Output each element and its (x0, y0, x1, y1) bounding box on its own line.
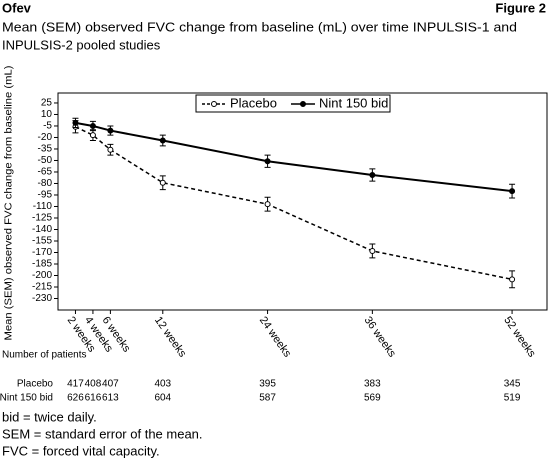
table-cell: 616 (85, 393, 102, 404)
table-row-label: Placebo (17, 379, 54, 390)
y-axis-label: Mean (SEM) observed FVC change from base… (4, 66, 15, 341)
data-point (72, 119, 79, 126)
table-cell: 626 (67, 393, 84, 404)
chart-title: INPULSIS-2 pooled studies (2, 37, 161, 52)
y-tick-label: -185 (32, 259, 52, 270)
table-cell: 604 (154, 393, 171, 404)
data-point (107, 127, 114, 134)
x-tick-label: 52 weeks (501, 315, 538, 360)
data-point (264, 158, 271, 165)
table-cell: 519 (504, 393, 521, 404)
plot-frame (57, 92, 548, 311)
table-cell: 408 (85, 379, 102, 390)
legend-label: Nint 150 bid (319, 95, 388, 110)
y-tick-label: -125 (32, 213, 52, 224)
footnote: bid = twice daily. (2, 409, 97, 424)
y-tick-label: -170 (32, 247, 52, 258)
series-line (75, 121, 513, 193)
data-point (369, 172, 376, 179)
data-point (159, 179, 166, 186)
table-cell: 613 (102, 393, 119, 404)
table-title: Number of patients (2, 350, 87, 361)
y-tick-label: -20 (38, 132, 53, 143)
table-cell: 395 (259, 379, 276, 390)
table-cell: 383 (364, 379, 381, 390)
x-tick-label: 12 weeks (152, 315, 189, 360)
data-point (509, 276, 516, 283)
chart-title: Mean (SEM) observed FVC change from base… (2, 19, 517, 34)
data-point (89, 132, 96, 139)
y-tick-label: -35 (38, 144, 53, 155)
table-cell: 407 (102, 379, 119, 390)
legend-marker (299, 101, 306, 107)
table-cell: 403 (154, 379, 171, 390)
footnote: SEM = standard error of the mean. (2, 426, 203, 441)
y-tick-label: -230 (32, 293, 52, 304)
x-tick-label: 24 weeks (257, 315, 294, 360)
header-right: Figure 2 (495, 0, 546, 15)
footnote: FVC = forced vital capacity. (2, 443, 160, 458)
series-line (75, 126, 513, 281)
header-left: Ofev (2, 0, 32, 15)
data-point (264, 201, 271, 208)
data-point (159, 137, 166, 144)
y-tick-label: -110 (33, 201, 53, 212)
table-row-label: Nint 150 bid (0, 393, 53, 404)
x-tick-label: 36 weeks (362, 315, 399, 360)
table-cell: 569 (364, 393, 381, 404)
y-tick-label: -80 (38, 178, 53, 189)
data-point (107, 146, 114, 153)
data-point (509, 188, 516, 195)
y-tick-label: -155 (32, 236, 52, 247)
y-tick-label: -200 (32, 270, 52, 281)
table-cell: 587 (259, 393, 276, 404)
y-tick-label: -140 (32, 224, 52, 235)
table-cell: 345 (504, 379, 521, 390)
y-tick-label: -95 (38, 190, 53, 201)
y-tick-label: -50 (38, 155, 53, 166)
legend-marker (211, 101, 217, 107)
y-tick-label: 25 (41, 98, 53, 109)
table-cell: 417 (67, 379, 84, 390)
data-point (89, 122, 96, 129)
y-tick-label: 10 (41, 109, 53, 120)
y-tick-label: -215 (32, 282, 52, 293)
y-tick-label: -5 (43, 121, 52, 132)
data-point (369, 247, 376, 254)
y-tick-label: -65 (38, 167, 53, 178)
legend-label: Placebo (230, 95, 277, 110)
